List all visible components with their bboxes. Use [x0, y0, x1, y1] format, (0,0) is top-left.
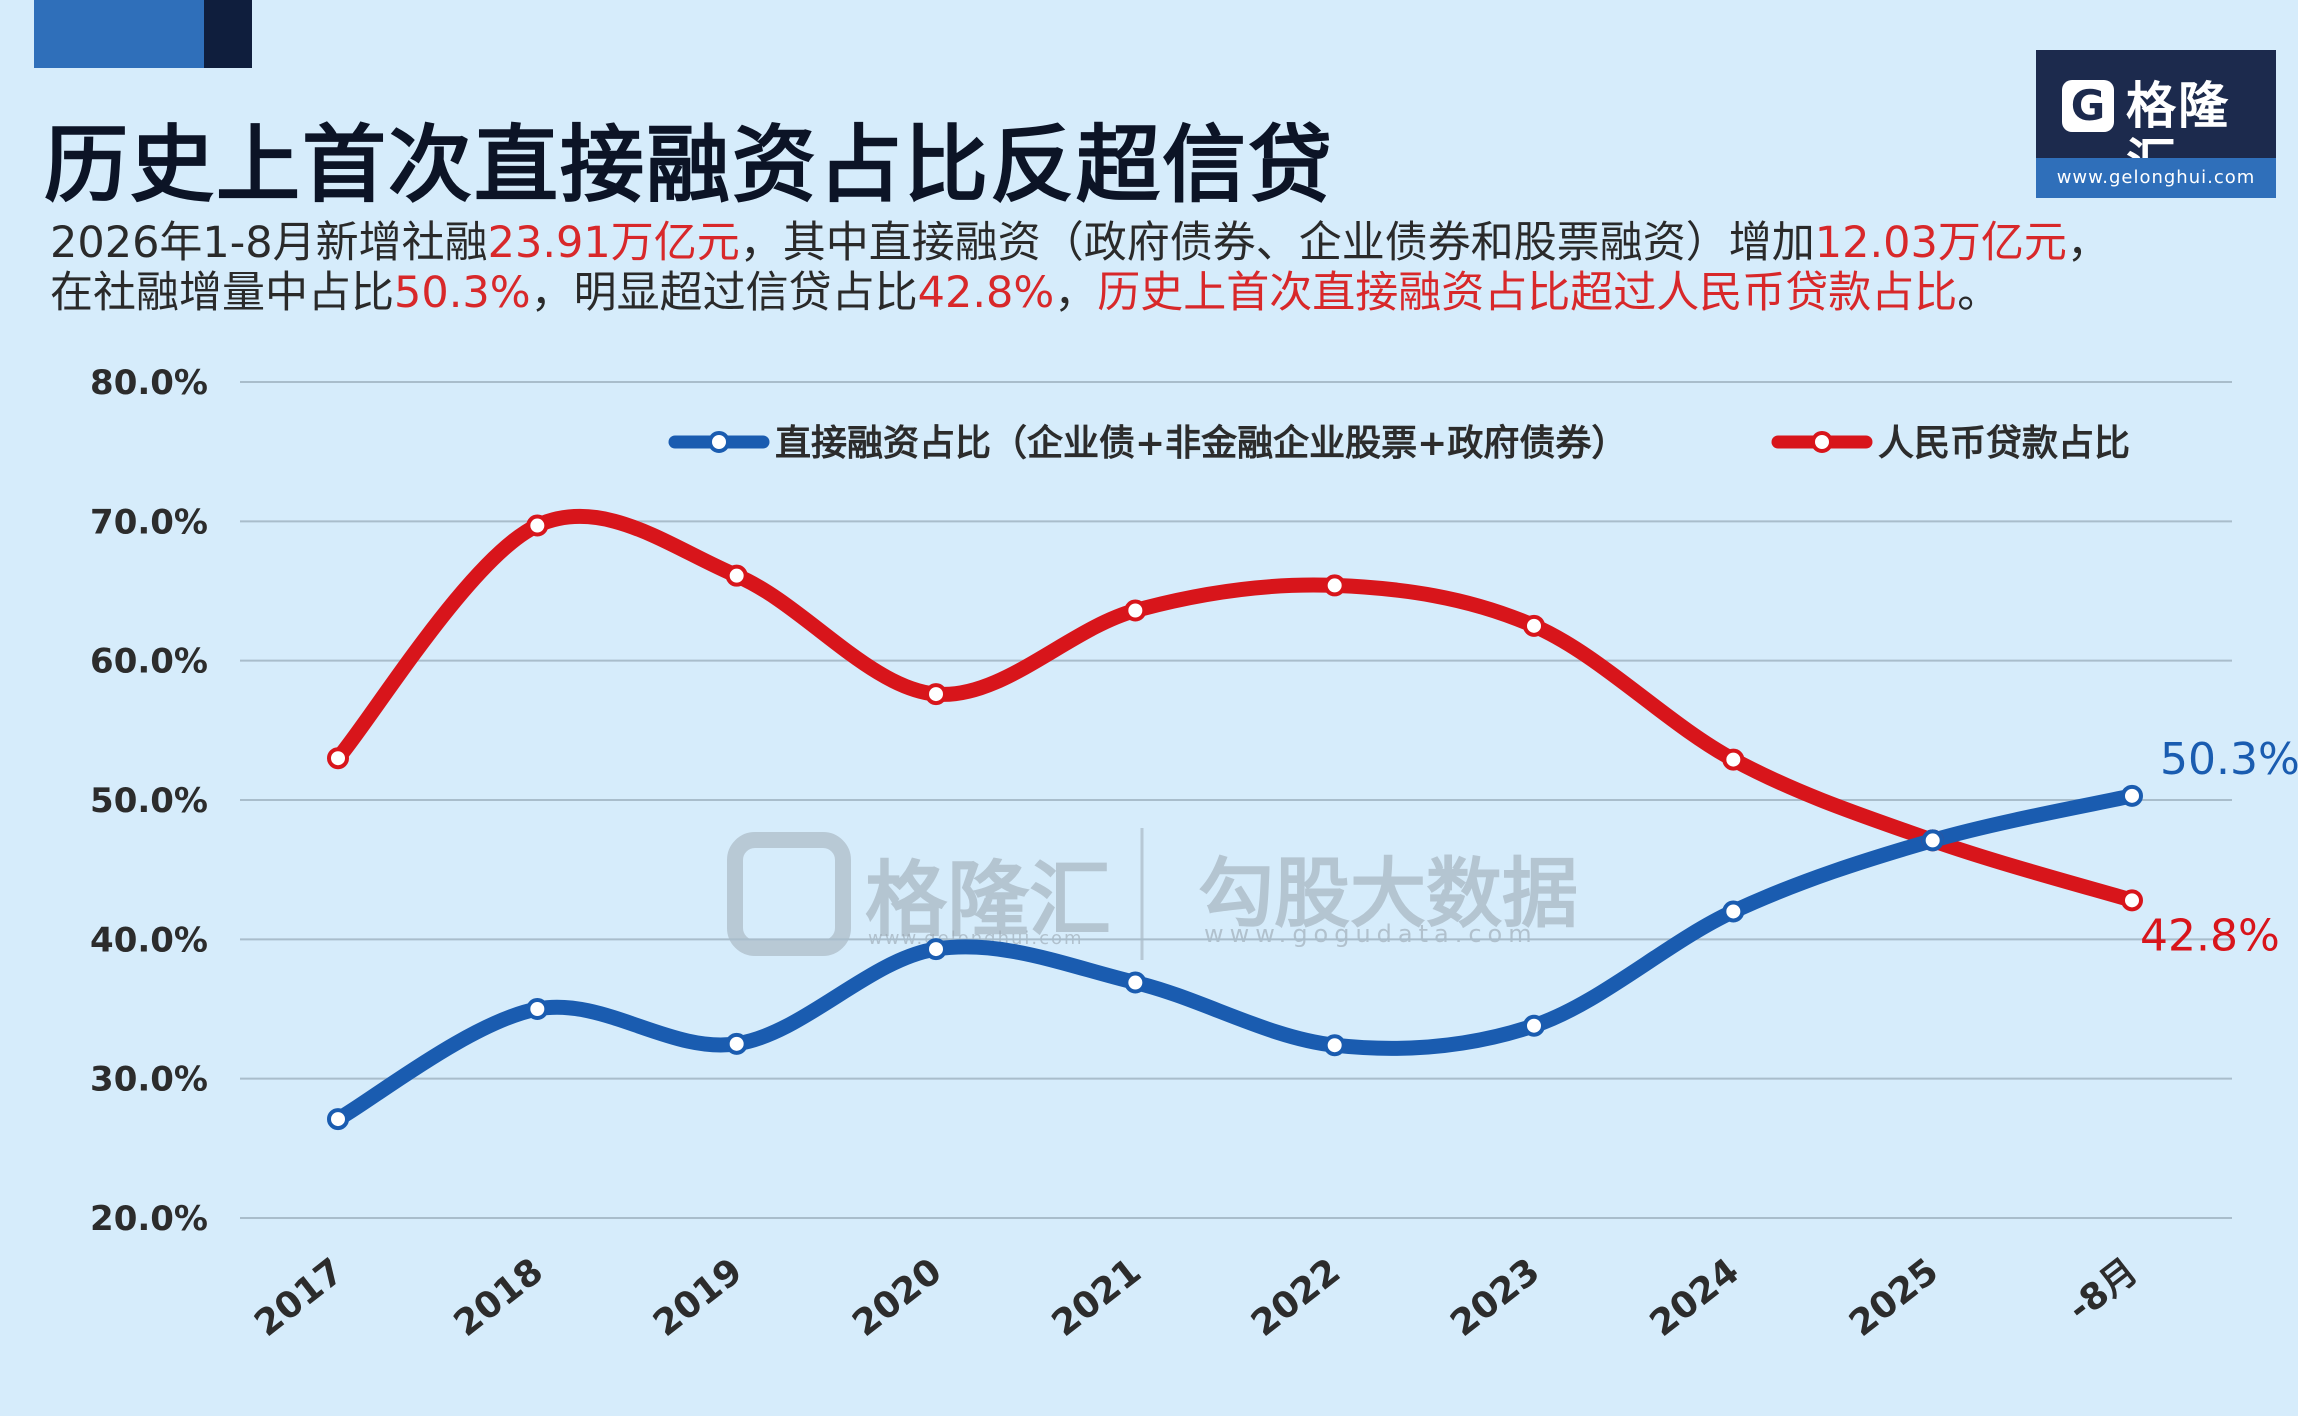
subtitle-line-2-segment-4: ， [1054, 268, 1098, 318]
direct-financing-series-line [330, 788, 2140, 1127]
legend-direct-financing-label: 直接融资占比（企业债+非金融企业股票+政府债券） [775, 422, 1627, 464]
x-tick-label: 2022 [1244, 1251, 1348, 1345]
y-tick-label: 70.0% [90, 502, 208, 542]
rmb-loan-data-point [725, 564, 748, 587]
y-axis: 20.0% 30.0% 40.0% 50.0% 60.0% 70.0% 80.0% [90, 363, 208, 1239]
end-labels: 50.3% 42.8% [2140, 734, 2298, 962]
watermark-brand: 格隆汇 [865, 853, 1111, 948]
subtitle-line-2-segment-1: 50.3% [394, 268, 531, 318]
x-tick-label: 2018 [447, 1251, 551, 1345]
rmb-loan-data-point [327, 747, 349, 770]
page-title: 历史上首次直接融资占比反超信贷 [44, 116, 1335, 214]
direct-financing-data-point [1124, 971, 1147, 994]
legend-direct-financing-marker [708, 431, 730, 453]
x-tick-label: 2023 [1443, 1251, 1547, 1345]
corner-accent-bar [34, 0, 252, 68]
rmb-loan-data-point [1323, 574, 1346, 597]
subtitle-line-2-segment-5: 历史上首次直接融资占比超过人民币贷款占比 [1097, 268, 1958, 318]
y-tick-label: 40.0% [90, 920, 208, 960]
subtitle-line-1-segment-3: 12.03万亿元 [1814, 218, 2067, 268]
direct-financing-data-point [1722, 900, 1745, 923]
x-tick-label: 2020 [845, 1251, 949, 1345]
subtitle-line-1-segment-0: 2026年1-8月新增社融 [50, 218, 488, 268]
direct-financing-data-point [327, 1108, 349, 1131]
logo-url: www.gelonghui.com [2036, 158, 2276, 198]
direct-financing-data-point [1523, 1014, 1545, 1037]
direct-financing-data-point [925, 938, 947, 961]
rmb-loan-data-point [1523, 614, 1545, 637]
direct-financing-end-label: 50.3% [2160, 734, 2298, 785]
y-tick-label: 20.0% [90, 1199, 208, 1239]
legend-rmb-loan-marker [1811, 431, 1833, 453]
rmb-loan-end-label: 42.8% [2140, 910, 2280, 961]
subtitle-line-2-segment-3: 42.8% [917, 268, 1055, 318]
rmb-loan-series-line [330, 508, 2140, 908]
subtitle-line-2-segment-6: 。 [1957, 268, 2001, 318]
subtitle-line-1-segment-1: 23.91万亿元 [487, 218, 740, 268]
x-tick-label: 2024 [1643, 1251, 1747, 1345]
subtitle-line-1-segment-4: ， [2066, 218, 2110, 268]
chart-series [327, 508, 2143, 1131]
corner-accent-blue [34, 0, 204, 68]
subtitle-line-1: 2026年1-8月新增社融23.91万亿元，其中直接融资（政府债券、企业债券和股… [50, 218, 2260, 268]
direct-financing-data-point [725, 1032, 748, 1055]
direct-financing-data-point [2121, 784, 2143, 807]
direct-financing-data-point [1921, 829, 1944, 852]
x-tick-label: 2025 [1842, 1251, 1946, 1345]
subtitle-line-1-segment-2: ，其中直接融资（政府债券、企业债券和股票融资）增加 [739, 218, 1815, 268]
line-chart: 格隆汇www.gelonghui.com勾股大数据www.gogudata.co… [90, 363, 2298, 1345]
gelonghui-logo: G 格隆汇 www.gelonghui.com [2036, 50, 2276, 198]
chart-grid [240, 381, 2232, 1219]
corner-accent-dark [204, 0, 252, 68]
rmb-loan-data-point [1722, 748, 1745, 771]
rmb-loan-data-point [526, 514, 549, 537]
x-tick-label: 2019 [646, 1251, 750, 1345]
watermark: 格隆汇www.gelonghui.com勾股大数据www.gogudata.co… [727, 828, 1578, 960]
subtitle-line-2-segment-0: 在社融增量中占比 [50, 268, 394, 318]
direct-financing-data-point [1323, 1034, 1346, 1057]
watermark-g-icon [727, 832, 851, 956]
x-tick-label: 2017 [247, 1251, 351, 1345]
y-tick-label: 60.0% [90, 642, 208, 682]
watermark-partner: 勾股大数据 [1198, 849, 1578, 938]
direct-financing-data-point [526, 998, 549, 1020]
y-tick-label: 50.0% [90, 781, 208, 821]
chart-legend: 直接融资占比（企业债+非金融企业股票+政府债券） 人民币贷款占比 [668, 422, 2130, 464]
watermark-partner-url: www.gogudata.com [1204, 920, 1538, 948]
rmb-loan-data-point [1124, 599, 1147, 622]
x-tick-label: -8月 [2060, 1251, 2145, 1330]
y-tick-label: 80.0% [90, 363, 208, 403]
legend-rmb-loan-label: 人民币贷款占比 [1878, 423, 2130, 464]
subtitle-line-2-segment-2: ，明显超过信贷占比 [530, 268, 918, 318]
x-axis: 2017 2018 2019 2020 2021 2022 2023 2024 2025 -8月 [247, 1251, 2145, 1345]
y-tick-label: 30.0% [90, 1060, 208, 1100]
rmb-loan-data-point [2121, 889, 2143, 912]
subtitle-line-2: 在社融增量中占比50.3%，明显超过信贷占比42.8%，历史上首次直接融资占比超… [50, 268, 2260, 318]
g-logo-icon: G [2062, 80, 2114, 132]
subtitle: 2026年1-8月新增社融23.91万亿元，其中直接融资（政府债券、企业债券和股… [50, 218, 2260, 318]
x-tick-label: 2021 [1045, 1251, 1149, 1345]
rmb-loan-data-point [925, 683, 947, 706]
